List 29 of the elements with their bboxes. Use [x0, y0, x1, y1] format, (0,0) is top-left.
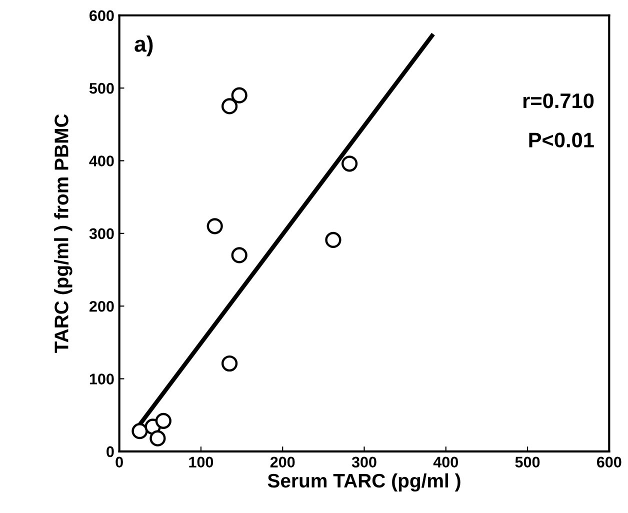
x-tick-label: 300 — [352, 456, 376, 468]
x-tick-label: 500 — [515, 456, 540, 468]
point — [150, 430, 166, 446]
y-tick-label: 600 — [90, 10, 114, 22]
x-tick-label: 0 — [116, 456, 123, 468]
x-tick-label: 100 — [189, 456, 214, 468]
y-tick-label: 0 — [106, 446, 114, 458]
point — [221, 98, 238, 114]
point — [132, 423, 148, 440]
y-tick-label: 200 — [90, 300, 114, 312]
y-tick-label: 100 — [90, 374, 114, 384]
point — [231, 87, 248, 104]
x-tick-label: 600 — [596, 456, 622, 468]
point — [155, 412, 172, 429]
y-axis-title: TARC (pg/ml ) from PBMC — [54, 114, 72, 353]
point — [206, 218, 223, 234]
y-tick-label: 300 — [89, 228, 114, 240]
y-tick-label: 400 — [89, 156, 114, 166]
point — [325, 232, 342, 248]
point — [341, 156, 358, 172]
annotation: P<0.01 — [529, 132, 594, 148]
x-tick-label: 400 — [433, 456, 458, 468]
x-axis-title: Serum TARC (pg/ml ) — [268, 473, 460, 492]
annotation: r=0.710 — [523, 93, 594, 108]
point — [221, 355, 238, 372]
x-tick-label: 200 — [270, 456, 295, 468]
point — [231, 247, 248, 264]
annotation: a) — [134, 36, 153, 56]
y-tick-label: 500 — [89, 82, 114, 94]
